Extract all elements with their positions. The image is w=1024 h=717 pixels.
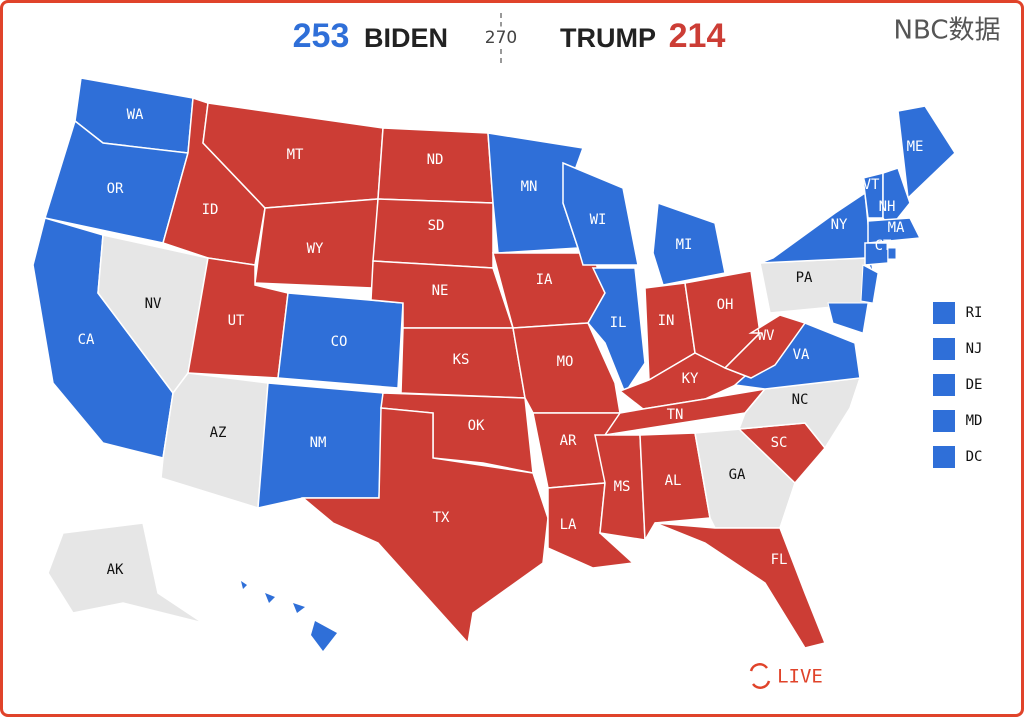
small-state-shape xyxy=(887,247,897,260)
state-label: MI xyxy=(676,237,693,253)
biden-name: BIDEN xyxy=(364,23,448,53)
state-label: NV xyxy=(145,296,162,312)
state-label: CT xyxy=(875,238,892,254)
state-label: ND xyxy=(427,152,444,168)
state xyxy=(277,292,404,389)
state-label: KY xyxy=(682,371,699,387)
state-label: PA xyxy=(796,270,813,286)
small-state-shape xyxy=(860,264,879,304)
state-label: VT xyxy=(863,177,880,193)
legend-swatch xyxy=(933,338,955,360)
state-label: ID xyxy=(202,202,219,218)
hawaii-island xyxy=(265,593,275,603)
hawaii-island xyxy=(293,603,305,613)
state xyxy=(882,167,911,230)
state xyxy=(652,201,726,286)
map: 253 BIDEN 270 TRUMP 214 NBC数据 WA OR CA NV ID… xyxy=(32,13,1001,689)
state xyxy=(723,314,807,379)
state-label: SD xyxy=(428,218,445,234)
threshold: 270 xyxy=(485,28,517,48)
state-label: TX xyxy=(433,510,450,526)
state-label: LA xyxy=(560,517,577,533)
state-label: WI xyxy=(590,212,607,228)
state xyxy=(864,242,889,266)
source: NBC数据 xyxy=(894,16,1001,46)
state-label: CO xyxy=(331,334,348,350)
legend-swatch xyxy=(933,410,955,432)
state xyxy=(587,267,646,395)
live-indicator: LIVE xyxy=(749,663,823,689)
state xyxy=(47,522,204,624)
state xyxy=(654,522,827,649)
state-label: OK xyxy=(468,418,485,434)
state xyxy=(300,407,549,645)
state-labels: WA OR CA NV ID MT WY UT CO AZ NM ND SD NE KS OK TX MN IA MO… xyxy=(78,107,924,578)
biden-votes: 253 xyxy=(293,17,350,55)
state-label: IA xyxy=(536,272,553,288)
state-label: ME xyxy=(907,139,924,155)
state-label: WV xyxy=(758,328,775,344)
state xyxy=(897,105,956,200)
state-label: OR xyxy=(107,181,124,197)
trump-name: TRUMP xyxy=(560,23,656,53)
hawaii-island xyxy=(241,581,247,589)
state-label: TN xyxy=(667,407,684,423)
trump-votes: 214 xyxy=(669,17,726,55)
live: LIVE xyxy=(777,666,823,688)
state-label: WA xyxy=(127,107,144,123)
legend-swatch xyxy=(933,374,955,396)
legend-label: RI xyxy=(966,305,983,321)
state-label: MS xyxy=(614,479,631,495)
state-label: MN xyxy=(521,179,538,195)
state-label: MA xyxy=(888,220,905,236)
state-label: IL xyxy=(610,315,627,331)
state-label: NH xyxy=(879,199,896,215)
small-state-shape xyxy=(827,302,869,334)
state-label: WY xyxy=(307,241,324,257)
state-label: UT xyxy=(228,313,245,329)
state-label: KS xyxy=(453,352,470,368)
state-label: AR xyxy=(560,433,577,449)
state xyxy=(639,432,711,543)
state-label: NC xyxy=(792,392,809,408)
states xyxy=(32,77,956,651)
state-label: OH xyxy=(717,297,734,313)
state-label: GA xyxy=(729,467,746,483)
legend-swatch xyxy=(933,446,955,468)
legend-label: DE xyxy=(966,377,983,393)
legend-label: MD xyxy=(966,413,983,429)
state-label: VA xyxy=(793,347,810,363)
state xyxy=(867,217,922,244)
state-label: NM xyxy=(310,435,327,451)
legend-swatch xyxy=(933,302,955,324)
state-label: AK xyxy=(107,562,124,578)
state-label: NY xyxy=(831,217,848,233)
legend-label: NJ xyxy=(966,341,983,357)
state-label: NE xyxy=(432,283,449,299)
state xyxy=(562,161,639,266)
state-label: SC xyxy=(771,435,788,451)
state-label: AZ xyxy=(210,425,227,441)
hawaii-island xyxy=(311,621,337,651)
state-label: MO xyxy=(557,354,574,370)
small-states: RI NJ DE MD DC xyxy=(933,302,982,468)
state-label: IN xyxy=(658,313,675,329)
state-label: AL xyxy=(665,473,682,489)
state xyxy=(594,434,646,541)
state-label: CA xyxy=(78,332,95,348)
state-label: FL xyxy=(771,552,788,568)
legend-label: DC xyxy=(966,449,983,465)
state-label: MT xyxy=(287,147,304,163)
